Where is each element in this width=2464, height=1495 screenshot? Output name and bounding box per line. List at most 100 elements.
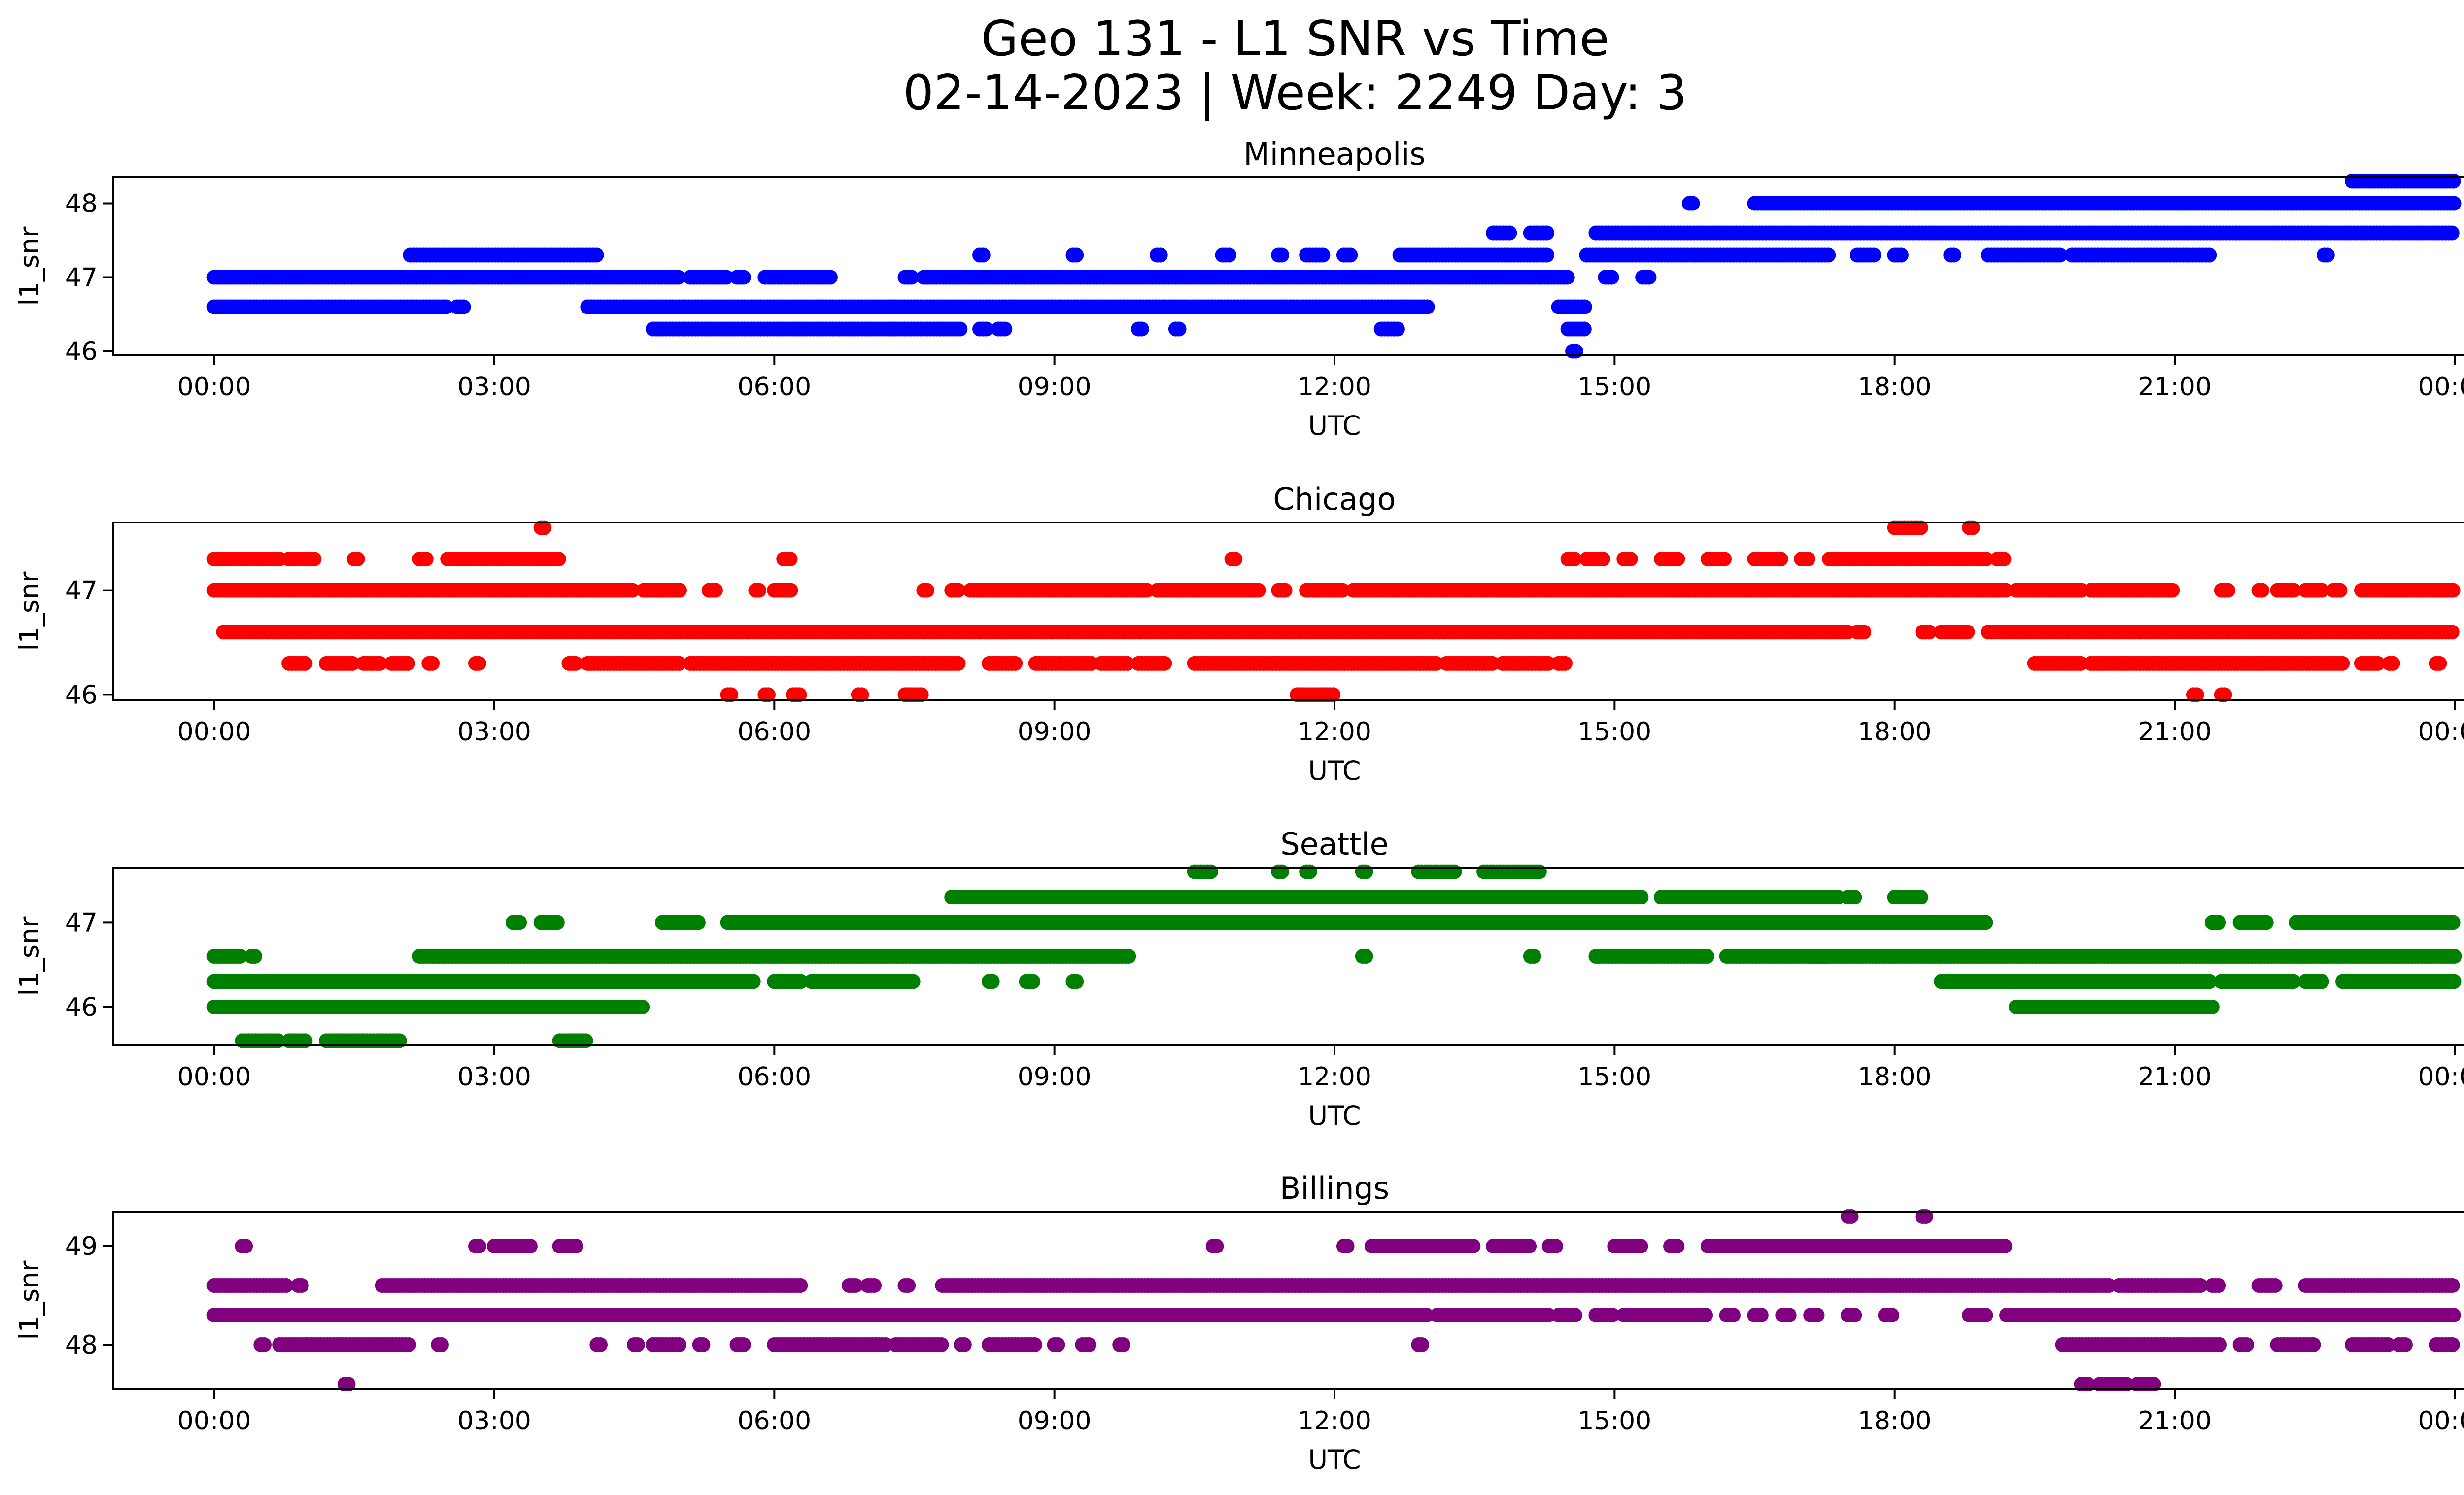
data-point bbox=[551, 552, 566, 567]
data-point bbox=[1946, 247, 1961, 263]
data-point bbox=[1716, 552, 1732, 567]
y-tick-label: 46 bbox=[65, 680, 98, 710]
data-point bbox=[233, 949, 248, 964]
data-point bbox=[1979, 552, 1994, 567]
data-point bbox=[953, 321, 968, 337]
data-point bbox=[1539, 247, 1554, 263]
data-point bbox=[2444, 225, 2460, 241]
data-point bbox=[1893, 247, 1909, 263]
data-point bbox=[2385, 656, 2400, 671]
x-axis-label: UTC bbox=[1308, 755, 1361, 786]
x-tick-label: 21:00 bbox=[2138, 372, 2212, 402]
data-point bbox=[719, 270, 734, 285]
data-point bbox=[2053, 247, 2068, 263]
data-point bbox=[1485, 656, 1500, 671]
data-point bbox=[1866, 247, 1882, 263]
data-point bbox=[2286, 583, 2301, 598]
subplot-title: Chicago bbox=[1273, 481, 1396, 517]
data-point bbox=[2432, 656, 2447, 671]
data-point bbox=[2335, 656, 2350, 671]
data-point bbox=[1221, 247, 1236, 263]
data-point bbox=[635, 999, 650, 1014]
data-point bbox=[1539, 225, 1554, 241]
data-point bbox=[793, 974, 808, 989]
data-point bbox=[1921, 625, 1937, 640]
x-tick-label: 15:00 bbox=[1577, 717, 1651, 747]
y-axis-label: l1_snr bbox=[14, 226, 45, 306]
y-tick-label: 47 bbox=[65, 576, 98, 606]
data-point bbox=[985, 974, 1000, 989]
data-point bbox=[2444, 625, 2460, 640]
y-tick-label: 46 bbox=[65, 337, 98, 367]
data-point bbox=[1996, 552, 2012, 567]
data-point bbox=[1343, 247, 1358, 263]
x-tick-label: 00:00 bbox=[2418, 372, 2464, 402]
y-axis-label: l1_snr bbox=[14, 571, 45, 651]
x-tick-label: 09:00 bbox=[1018, 372, 1092, 402]
data-point bbox=[997, 321, 1013, 337]
data-point bbox=[1800, 552, 1815, 567]
subplot-title: Seattle bbox=[1280, 826, 1388, 862]
data-point bbox=[904, 270, 919, 285]
data-point bbox=[1069, 974, 1084, 989]
data-point bbox=[1326, 687, 1341, 702]
data-point bbox=[2332, 583, 2348, 598]
data-point bbox=[905, 974, 921, 989]
data-point bbox=[439, 299, 454, 314]
data-point bbox=[752, 583, 767, 598]
figure-title-line1: Geo 131 - L1 SNR vs Time bbox=[981, 11, 1609, 67]
x-tick-label: 12:00 bbox=[1298, 717, 1371, 747]
data-point bbox=[723, 687, 739, 702]
data-point bbox=[2165, 583, 2180, 598]
data-point bbox=[1576, 321, 1592, 337]
data-point bbox=[690, 915, 706, 930]
data-point bbox=[1121, 949, 1136, 964]
data-points bbox=[206, 174, 2462, 359]
data-point bbox=[418, 552, 434, 567]
data-point bbox=[792, 687, 807, 702]
x-tick-label: 06:00 bbox=[737, 372, 811, 402]
data-point bbox=[1335, 583, 1350, 598]
data-point bbox=[1567, 552, 1582, 567]
data-point bbox=[1913, 520, 1928, 535]
data-point bbox=[975, 247, 991, 263]
data-point bbox=[424, 656, 440, 671]
data-point bbox=[1153, 247, 1168, 263]
figure-title-line2: 02-14-2023 | Week: 2249 Day: 3 bbox=[903, 65, 1687, 121]
x-tick-label: 18:00 bbox=[1858, 372, 1932, 402]
data-point bbox=[2314, 974, 2329, 989]
data-point bbox=[746, 974, 761, 989]
data-point bbox=[2446, 174, 2461, 189]
data-point bbox=[1685, 196, 1700, 211]
data-point bbox=[1171, 321, 1187, 337]
data-point bbox=[1560, 270, 1575, 285]
data-point bbox=[247, 949, 263, 964]
data-point bbox=[1965, 520, 1980, 535]
data-point bbox=[951, 583, 966, 598]
data-point bbox=[372, 656, 387, 671]
data-point bbox=[736, 270, 751, 285]
data-point bbox=[2204, 999, 2220, 1014]
data-point bbox=[914, 687, 929, 702]
data-point bbox=[1026, 974, 1041, 989]
data-point bbox=[760, 687, 776, 702]
data-point bbox=[298, 656, 313, 671]
data-point bbox=[1358, 949, 1373, 964]
data-point bbox=[1773, 552, 1788, 567]
x-tick-label: 00:00 bbox=[177, 372, 251, 402]
data-point bbox=[979, 321, 994, 337]
x-tick-label: 09:00 bbox=[1018, 717, 1092, 747]
data-point bbox=[1420, 299, 1435, 314]
x-axis-label: UTC bbox=[1308, 410, 1361, 441]
data-point bbox=[1139, 583, 1155, 598]
data-point bbox=[2189, 687, 2204, 702]
data-point bbox=[2286, 974, 2301, 989]
data-point bbox=[672, 656, 687, 671]
data-point bbox=[672, 583, 687, 598]
data-point bbox=[2314, 583, 2329, 598]
data-point bbox=[1277, 583, 1293, 598]
